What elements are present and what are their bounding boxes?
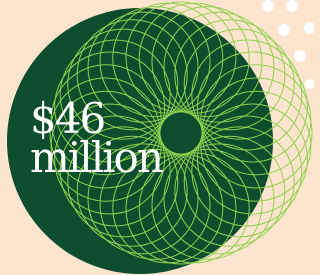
illustration: $46 million bbox=[0, 0, 314, 275]
unit: million bbox=[30, 133, 163, 182]
page: $46 million (() => { const data = JSON.p… bbox=[0, 0, 314, 275]
